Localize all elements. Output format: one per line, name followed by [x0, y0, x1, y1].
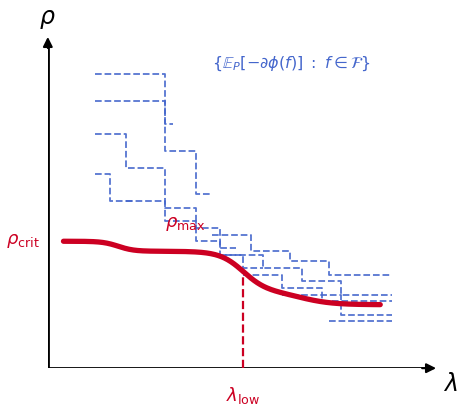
Text: $\{\mathbb{E}_P[-\partial\phi(f)]\ :\ f \in \mathcal{F}\}$: $\{\mathbb{E}_P[-\partial\phi(f)]\ :\ f … [212, 55, 370, 73]
Text: $\rho_{\rm crit}$: $\rho_{\rm crit}$ [6, 232, 40, 250]
Text: $\lambda_{\rm low}$: $\lambda_{\rm low}$ [225, 385, 260, 406]
Text: $\rho_{\rm max}$: $\rho_{\rm max}$ [165, 215, 205, 233]
Text: $\lambda$: $\lambda$ [442, 372, 457, 396]
Text: $\rho$: $\rho$ [39, 7, 56, 31]
